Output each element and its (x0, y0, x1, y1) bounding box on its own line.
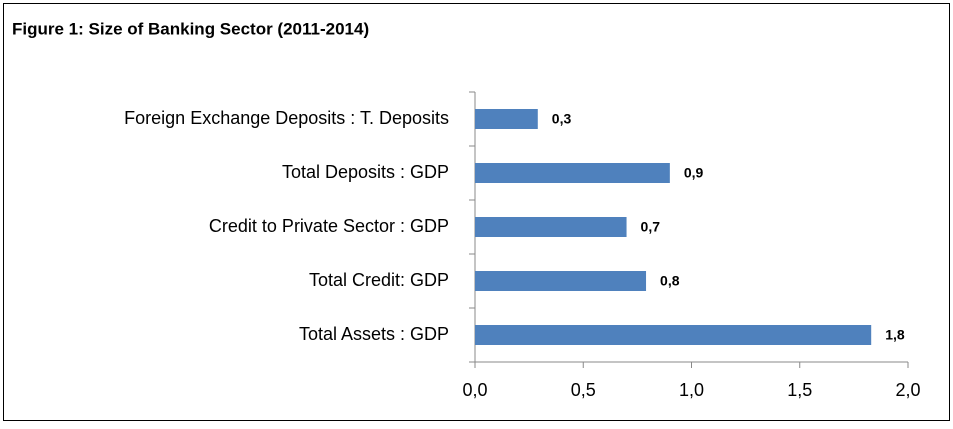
bar (475, 163, 670, 183)
x-tick-label: 1,5 (787, 380, 812, 400)
y-tick-label: Total Assets : GDP (299, 324, 449, 344)
x-tick-label: 0,5 (571, 380, 596, 400)
bar (475, 271, 647, 291)
y-tick-label: Foreign Exchange Deposits : T. Deposits (124, 108, 449, 128)
bar (475, 325, 872, 345)
bar (475, 109, 538, 129)
x-tick-label: 1,0 (679, 380, 704, 400)
value-label: 1,8 (885, 327, 905, 343)
bar (475, 217, 627, 237)
x-tick-label: 2,0 (895, 380, 920, 400)
value-label: 0,8 (660, 273, 680, 289)
chart-title: Figure 1: Size of Banking Sector (2011-2… (12, 19, 369, 38)
y-tick-label: Total Deposits : GDP (282, 162, 449, 182)
chart-border (3, 3, 950, 421)
value-label: 0,7 (641, 219, 661, 235)
y-tick-label: Total Credit: GDP (309, 270, 449, 290)
value-label: 0,9 (684, 165, 704, 181)
y-tick-label: Credit to Private Sector : GDP (209, 216, 449, 236)
x-tick-label: 0,0 (462, 380, 487, 400)
value-label: 0,3 (552, 111, 572, 127)
